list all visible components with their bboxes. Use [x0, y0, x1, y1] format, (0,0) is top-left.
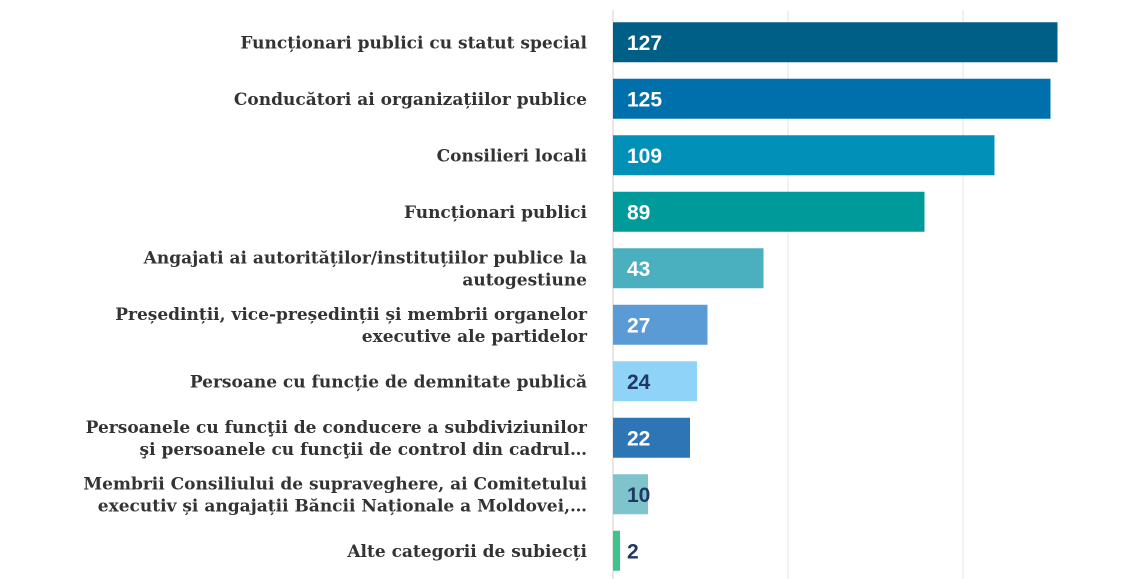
category-label: Funcționari publici — [404, 203, 588, 223]
category-label: Persoanele cu funcţii de conducere a sub… — [86, 418, 588, 460]
category-label: Membrii Consiliului de supraveghere, ai … — [83, 474, 587, 516]
category-line: Conducători ai organizațiilor publice — [234, 90, 587, 110]
category-label: Angajati ai autorităților/instituțiilor … — [143, 248, 588, 290]
category-line: şi persoanele cu funcţii de control din … — [140, 440, 587, 460]
category-label: Alte categorii de subiecți — [346, 542, 587, 562]
category-line: executiv și angajații Băncii Naționale a… — [98, 496, 587, 516]
category-label: Persoane cu funcție de demnitate publică — [190, 372, 587, 392]
category-line: Consilieri locali — [437, 146, 588, 166]
category-line: Președinții, vice-președinții și membrii… — [115, 305, 588, 325]
category-line: Membrii Consiliului de supraveghere, ai … — [83, 474, 587, 494]
category-label: Funcționari publici cu statut special — [240, 33, 587, 53]
bar — [613, 191, 925, 232]
data-label: 22 — [627, 427, 650, 450]
data-label: 27 — [627, 314, 650, 337]
category-line: autogestiune — [462, 270, 587, 290]
bar — [613, 78, 1051, 119]
bar — [613, 417, 690, 458]
data-label: 109 — [627, 145, 662, 168]
bar — [613, 135, 995, 176]
bar — [613, 530, 620, 571]
category-line: Persoanele cu funcţii de conducere a sub… — [86, 418, 588, 438]
category-line: Angajati ai autorităților/instituțiilor … — [143, 248, 587, 268]
data-label: 10 — [627, 484, 650, 507]
category-line: executive ale partidelor — [362, 327, 588, 347]
data-label: 125 — [627, 88, 662, 111]
data-label: 89 — [627, 201, 650, 224]
bar — [613, 304, 708, 345]
data-label: 127 — [627, 32, 662, 55]
category-line: Funcționari publici cu statut special — [240, 33, 587, 53]
category-line: Alte categorii de subiecți — [346, 542, 587, 562]
category-label: Conducători ai organizațiilor publice — [234, 90, 587, 110]
data-label: 43 — [627, 258, 650, 281]
bar — [613, 474, 648, 515]
data-label: 24 — [627, 371, 651, 394]
bar — [613, 248, 764, 289]
category-label: Președinții, vice-președinții și membrii… — [115, 305, 588, 347]
data-label: 2 — [627, 540, 639, 563]
category-line: Funcționari publici — [404, 203, 588, 223]
bar — [613, 22, 1058, 63]
bar — [613, 361, 697, 402]
category-line: Persoane cu funcție de demnitate publică — [190, 372, 587, 392]
category-label: Consilieri locali — [437, 146, 588, 166]
